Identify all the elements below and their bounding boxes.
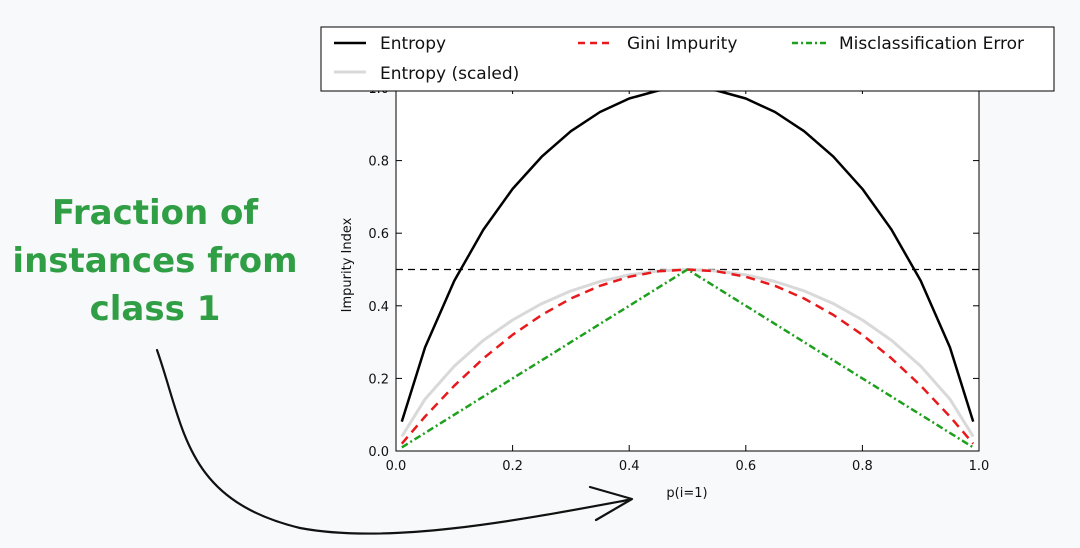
legend-label-gini: Gini Impurity <box>627 34 737 54</box>
y-tick-label: 0.8 <box>368 155 389 170</box>
ticks-layer: 0.00.20.40.60.81.00.00.20.40.60.81.0 <box>368 82 989 474</box>
legend-label-entropy-scaled: Entropy (scaled) <box>380 64 519 84</box>
y-tick-label: 0.6 <box>368 227 389 242</box>
annotation-line-3: class 1 <box>90 289 221 329</box>
legend-label-entropy: Entropy <box>380 34 446 54</box>
series-line-misclassification-error <box>401 268 974 449</box>
y-tick-label: 0.4 <box>368 300 389 315</box>
y-tick-label: 0.0 <box>368 445 389 460</box>
annotation-arrow <box>155 348 630 535</box>
x-tick-label: 0.0 <box>386 459 407 474</box>
x-tick-label: 0.8 <box>852 459 873 474</box>
legend: Entropy Gini Impurity Misclassification … <box>320 26 1055 92</box>
x-tick-label: 0.2 <box>502 459 523 474</box>
x-axis-label: p(i=1) <box>666 486 707 501</box>
y-tick-label: 0.2 <box>368 372 389 387</box>
legend-label-misclassification: Misclassification Error <box>839 34 1024 54</box>
x-tick-label: 0.6 <box>735 459 756 474</box>
annotation-line-1: Fraction of <box>52 193 260 233</box>
annotation-line-2: instances from <box>12 241 297 281</box>
annotation: Fraction of instances from class 1 <box>12 193 634 535</box>
x-tick-label: 0.4 <box>619 459 640 474</box>
legend-box <box>320 26 1055 92</box>
x-tick-label: 1.0 <box>969 459 990 474</box>
annotation-arrowhead <box>588 485 634 522</box>
y-axis-label: Impurity Index <box>340 217 355 312</box>
